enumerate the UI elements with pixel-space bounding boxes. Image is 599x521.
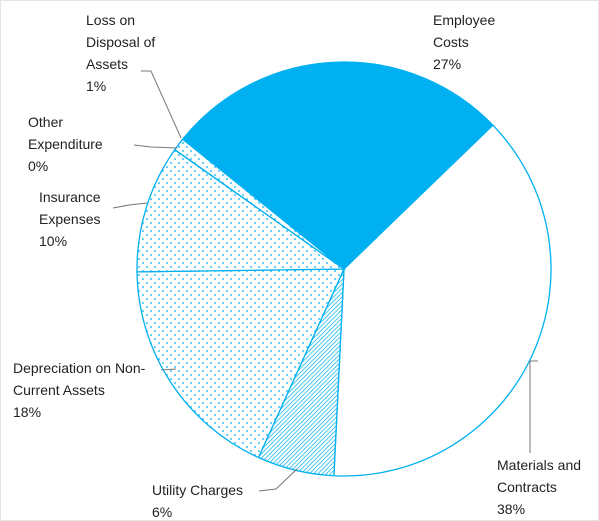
slice-label: Other Expenditure 0% xyxy=(28,111,120,177)
category-label: Insurance Expenses xyxy=(39,189,101,227)
value-label: 38% xyxy=(497,501,526,517)
pie-slice xyxy=(181,61,494,270)
slice-label: Loss on Disposal of Assets 1% xyxy=(86,9,168,97)
pie-slice xyxy=(333,124,552,477)
category-label: Other Expenditure xyxy=(28,114,103,152)
value-label: 6% xyxy=(152,504,173,520)
pie-slice xyxy=(136,148,347,273)
category-label: Depreciation on Non-Current Assets xyxy=(13,360,146,398)
value-label: 10% xyxy=(39,233,68,249)
category-label: Loss on Disposal of Assets xyxy=(86,12,156,72)
value-label: 18% xyxy=(13,404,42,420)
category-label: Utility Charges xyxy=(152,482,244,498)
slice-label: Insurance Expenses 10% xyxy=(39,186,119,252)
leader-line xyxy=(258,468,298,492)
value-label: 0% xyxy=(28,158,49,174)
value-label: 27% xyxy=(433,56,462,72)
slice-label: Depreciation on Non-Current Assets 18% xyxy=(13,357,173,423)
category-label: Employee Costs xyxy=(433,12,496,50)
pie-slice xyxy=(136,268,346,459)
slice-label: Materials and Contracts 38% xyxy=(497,454,598,520)
leader-line xyxy=(112,202,148,209)
slice-label: Utility Charges 6% xyxy=(152,479,272,520)
category-label: Materials and Contracts xyxy=(497,457,582,495)
leader-line xyxy=(133,144,178,149)
leader-line xyxy=(141,70,182,139)
leader-line xyxy=(160,368,177,371)
slice-label: Employee Costs 27% xyxy=(433,9,523,75)
leader-line xyxy=(529,360,538,453)
pie-slice xyxy=(173,138,345,270)
value-label: 1% xyxy=(86,78,107,94)
